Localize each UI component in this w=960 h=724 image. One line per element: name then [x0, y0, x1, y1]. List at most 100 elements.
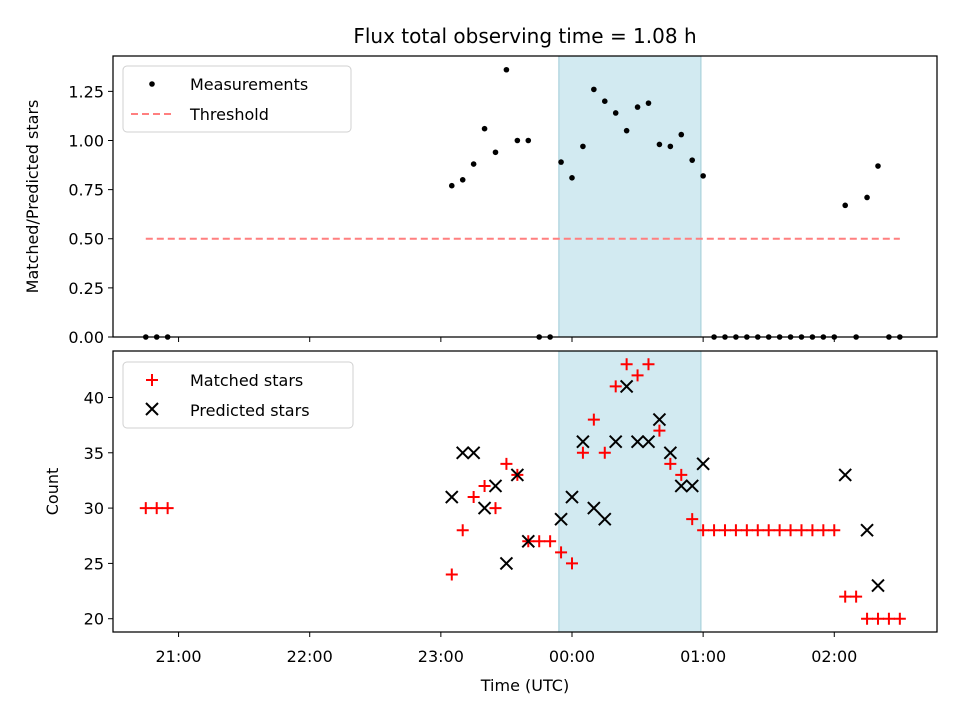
bottom-y-tick-label: 40 — [84, 388, 104, 407]
matched-star-point — [708, 524, 721, 537]
measurement-point — [634, 104, 641, 110]
matched-star-point — [598, 446, 611, 459]
legend-predicted-label: Predicted stars — [190, 401, 310, 420]
predicted-star-point — [576, 435, 590, 449]
top-legend: Measurements Threshold — [122, 65, 352, 133]
matched-star-point — [806, 524, 819, 537]
predicted-star-point — [860, 523, 874, 537]
matched-star-point — [565, 557, 578, 570]
predicted-star-point — [477, 501, 492, 515]
predicted-star-point — [510, 468, 525, 482]
legend-predicted-marker — [145, 402, 159, 416]
top-panel: 0.00 0.25 0.50 0.75 1.00 1.25 Matched/Predict… — [23, 55, 938, 347]
matched-star-point — [729, 524, 742, 537]
top-y-tick-label: 0.50 — [68, 230, 104, 249]
predicted-star-point — [674, 479, 688, 493]
matched-star-point — [795, 524, 808, 537]
measurement-point — [678, 131, 685, 138]
predicted-star-point — [630, 435, 645, 449]
bottom-panel: 20 25 30 35 40 21:00 22:00 23:00 00:00 01:00 02:0… — [43, 350, 938, 695]
matched-star-point — [456, 524, 469, 537]
top-y-tick-label: 0.00 — [68, 328, 104, 347]
matched-star-point — [139, 502, 152, 515]
matched-star-point — [467, 491, 480, 504]
measurement-point — [569, 175, 575, 181]
bottom-legend: Matched stars Predicted stars — [122, 361, 354, 429]
measurement-point — [875, 163, 881, 169]
bottom-y-tick-label: 25 — [84, 554, 104, 573]
top-highlight-span — [558, 55, 702, 338]
predicted-star-point — [499, 556, 514, 571]
measurement-point — [492, 149, 499, 156]
x-tick-label: 23:00 — [418, 647, 464, 666]
matched-star-point — [478, 479, 491, 492]
matched-star-point — [784, 524, 797, 537]
top-x-ticks — [178, 337, 835, 342]
predicted-star-point — [641, 435, 656, 449]
measurement-point — [842, 202, 849, 209]
matched-star-point — [587, 413, 600, 426]
matched-star-point — [653, 424, 666, 437]
x-tick-label: 02:00 — [811, 647, 857, 666]
matched-star-point — [620, 358, 633, 371]
predicted-star-point — [608, 435, 623, 449]
matched-star-point — [544, 535, 557, 548]
measurement-point — [525, 137, 532, 144]
predicted-star-point — [554, 512, 568, 526]
bottom-y-tick-label: 20 — [84, 610, 104, 629]
matched-star-point — [576, 446, 589, 459]
matched-star-point — [718, 524, 731, 537]
bottom-y-tick-label: 30 — [84, 499, 104, 518]
top-y-tick-label: 0.75 — [68, 181, 104, 200]
top-axes-frame — [112, 55, 938, 338]
measurement-point — [514, 137, 521, 144]
bottom-highlight-span — [558, 350, 702, 633]
matched-star-point — [751, 524, 764, 537]
predicted-star-point — [685, 479, 699, 493]
top-y-ticks: 0.00 0.25 0.50 0.75 1.00 1.25 — [68, 82, 113, 347]
bottom-y-tick-label: 35 — [84, 444, 104, 463]
predicted-star-point — [488, 479, 503, 493]
measurement-point — [667, 143, 674, 150]
bottom-x-ticks: 21:00 22:00 23:00 00:00 01:00 02:00 — [156, 632, 857, 666]
measurement-point — [558, 159, 564, 165]
bottom-axes-frame — [112, 350, 938, 633]
x-tick-label: 00:00 — [549, 647, 595, 666]
predicted-star-point — [598, 512, 612, 526]
matched-star-point — [893, 612, 906, 625]
measurement-point — [481, 125, 488, 132]
matched-star-point — [500, 457, 513, 470]
predicted-star-point — [456, 446, 470, 460]
bottom-y-axis-label: Count — [43, 468, 62, 516]
predicted-star-point — [696, 457, 710, 471]
predicted-star-point — [871, 578, 885, 593]
x-tick-label: 01:00 — [680, 647, 726, 666]
matched-star-point — [533, 535, 546, 548]
top-y-axis-label: Matched/Predicted stars — [23, 100, 42, 294]
legend-threshold-label: Threshold — [189, 105, 269, 124]
measurement-point — [503, 66, 510, 73]
matched-star-point — [555, 546, 568, 559]
measurement-point — [645, 100, 652, 106]
measurement-point — [689, 157, 696, 163]
top-y-tick-label: 1.25 — [68, 82, 104, 101]
top-y-tick-label: 1.00 — [68, 131, 104, 150]
predicted-star-point — [652, 412, 667, 427]
matched-star-point — [609, 380, 622, 393]
predicted-star-point — [619, 379, 634, 394]
predicted-star-point — [445, 490, 459, 504]
matched-star-point — [882, 612, 895, 625]
matched-star-point — [740, 524, 753, 537]
measurement-point — [459, 176, 466, 183]
predicted-star-point — [838, 468, 852, 482]
predicted-star-point — [587, 501, 601, 515]
bottom-y-ticks: 20 25 30 35 40 — [84, 388, 113, 629]
chart-title: Flux total observing time = 1.08 h — [353, 24, 696, 48]
matched-star-point — [871, 612, 884, 625]
matched-star-point — [675, 468, 688, 481]
x-tick-label: 21:00 — [156, 647, 202, 666]
predicted-star-point — [565, 490, 579, 504]
matched-star-point — [697, 524, 710, 537]
matched-star-point — [817, 524, 830, 537]
top-y-tick-label: 0.25 — [68, 279, 104, 298]
